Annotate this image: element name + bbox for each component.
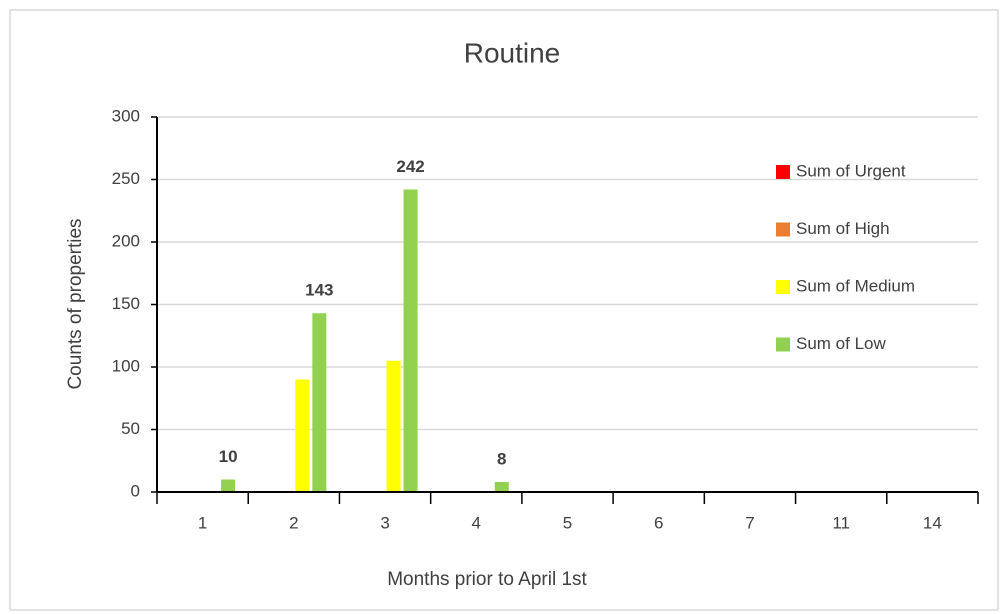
x-tick-label: 4 <box>472 513 481 532</box>
x-tick-label: 1 <box>198 513 207 532</box>
y-tick-label: 300 <box>112 106 140 125</box>
legend-swatch <box>776 165 790 179</box>
x-tick-label: 14 <box>923 513 942 532</box>
legend-swatch <box>776 280 790 294</box>
x-tick-label: 3 <box>380 513 389 532</box>
y-tick-label: 250 <box>112 169 140 188</box>
data-label: 242 <box>396 157 424 176</box>
bar <box>494 482 509 492</box>
legend-swatch <box>776 222 790 237</box>
x-axis-label: Months prior to April 1st <box>387 569 587 590</box>
chart-border <box>9 9 999 611</box>
data-label: 10 <box>219 447 238 466</box>
y-tick-label: 0 <box>131 481 140 500</box>
legend-label: Sum of Medium <box>796 276 915 295</box>
legend-label: Sum of High <box>796 219 890 238</box>
x-tick-label: 6 <box>654 513 663 532</box>
x-tick-label: 5 <box>563 513 572 532</box>
y-axis-label: Counts of properties <box>65 218 86 389</box>
data-label: 143 <box>305 281 333 300</box>
bar <box>312 313 327 492</box>
bar <box>386 360 401 492</box>
legend-label: Sum of Urgent <box>796 161 906 180</box>
y-tick-label: 150 <box>112 294 140 313</box>
y-tick-label: 50 <box>121 419 140 438</box>
data-label: 8 <box>497 449 506 468</box>
chart-title: Routine <box>464 37 561 68</box>
y-tick-label: 200 <box>112 231 140 250</box>
legend-label: Sum of Low <box>796 334 886 353</box>
bar <box>295 379 310 492</box>
x-tick-label: 2 <box>289 513 298 532</box>
bar <box>221 479 236 492</box>
x-tick-label: 7 <box>745 513 754 532</box>
y-tick-label: 100 <box>112 356 140 375</box>
legend-swatch <box>776 337 790 352</box>
bar <box>403 189 418 492</box>
x-tick-label: 11 <box>832 513 850 532</box>
